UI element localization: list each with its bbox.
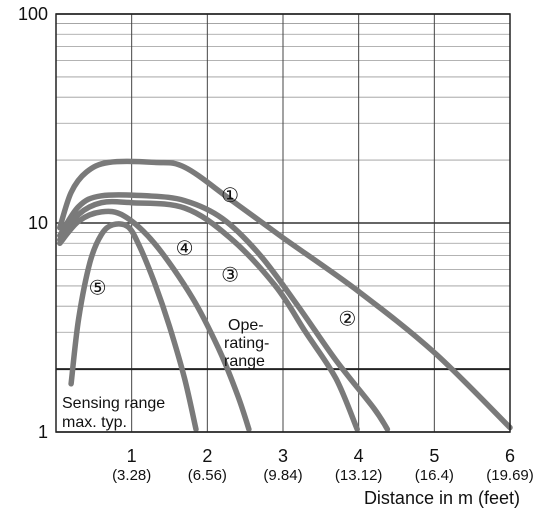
series-label-1: ① — [221, 185, 239, 207]
x-tick-label: 5 — [429, 446, 439, 466]
operating-range-label-1: Ope- — [228, 317, 264, 334]
x-tick-label: 1 — [127, 446, 137, 466]
x-tick-label: 3 — [278, 446, 288, 466]
x-tick-sublabel: (3.28) — [112, 467, 151, 484]
x-axis-ticks: 1(3.28) 2(6.56) 3(9.84) 4(13.12) 5(16.4) 6(19… — [112, 446, 534, 484]
x-tick-label: 6 — [505, 446, 515, 466]
y-tick-label: 100 — [18, 4, 48, 24]
y-axis-ticks: 1 10 100 — [18, 4, 48, 442]
x-tick-sublabel: (9.84) — [263, 467, 302, 484]
series-label-3: ③ — [221, 265, 239, 287]
x-tick-label: 2 — [202, 446, 212, 466]
x-tick-sublabel: (6.56) — [188, 467, 227, 484]
sensing-range-label-1: Sensing range — [62, 395, 165, 412]
series-label-5: ⑤ — [89, 278, 107, 300]
series-label-2: ② — [338, 309, 356, 331]
x-tick-label: 4 — [354, 446, 364, 466]
x-axis-label: Distance in m (feet) — [364, 488, 520, 508]
series-label-4: ④ — [176, 238, 194, 260]
x-tick-sublabel: (16.4) — [415, 467, 454, 484]
y-tick-label: 10 — [28, 213, 48, 233]
y-tick-label: 1 — [38, 422, 48, 442]
operating-range-label-3: range — [224, 353, 265, 370]
x-tick-sublabel: (13.12) — [335, 467, 383, 484]
sensing-range-label-2: max. typ. — [62, 414, 127, 431]
x-tick-sublabel: (19.69) — [486, 467, 534, 484]
curves — [60, 161, 510, 429]
operating-range-label-2: rating- — [224, 335, 269, 352]
